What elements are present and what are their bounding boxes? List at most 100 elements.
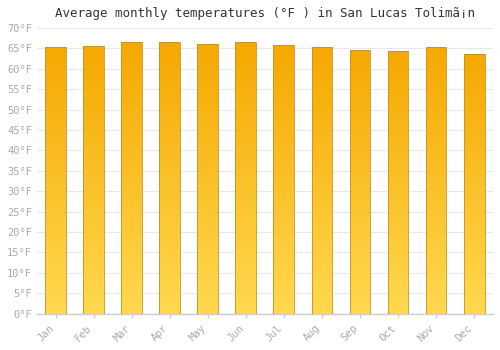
Bar bbox=[122, 246, 142, 249]
Bar bbox=[46, 131, 66, 134]
Bar bbox=[236, 107, 256, 110]
Bar bbox=[160, 205, 180, 209]
Bar bbox=[312, 310, 332, 314]
Bar bbox=[464, 141, 484, 145]
Bar bbox=[236, 232, 256, 236]
Bar bbox=[160, 158, 180, 161]
Bar bbox=[160, 164, 180, 168]
Bar bbox=[84, 160, 104, 163]
Bar bbox=[312, 64, 332, 67]
Bar bbox=[312, 154, 332, 157]
Bar bbox=[198, 196, 218, 199]
Bar bbox=[464, 145, 484, 148]
Bar bbox=[84, 110, 104, 113]
Bar bbox=[312, 187, 332, 190]
Bar bbox=[274, 257, 294, 260]
Bar bbox=[46, 50, 66, 54]
Bar bbox=[464, 304, 484, 307]
Bar bbox=[122, 283, 142, 287]
Bar bbox=[388, 199, 408, 202]
Bar bbox=[388, 228, 408, 232]
Bar bbox=[274, 99, 294, 102]
Bar bbox=[160, 270, 180, 273]
Bar bbox=[122, 110, 142, 113]
Bar bbox=[350, 202, 370, 205]
Bar bbox=[350, 195, 370, 198]
Bar bbox=[426, 64, 446, 67]
Bar bbox=[274, 193, 294, 196]
Bar bbox=[312, 80, 332, 84]
Bar bbox=[122, 270, 142, 273]
Bar bbox=[198, 270, 218, 273]
Bar bbox=[388, 301, 408, 304]
Bar bbox=[312, 184, 332, 187]
Bar bbox=[122, 86, 142, 90]
Bar bbox=[46, 74, 66, 77]
Bar bbox=[350, 166, 370, 169]
Bar bbox=[350, 228, 370, 231]
Bar bbox=[274, 96, 294, 99]
Bar bbox=[46, 264, 66, 267]
Bar bbox=[350, 93, 370, 96]
Bar bbox=[464, 181, 484, 184]
Bar bbox=[274, 166, 294, 169]
Bar bbox=[312, 111, 332, 114]
Bar bbox=[426, 111, 446, 114]
Bar bbox=[464, 174, 484, 177]
Bar bbox=[388, 87, 408, 90]
Bar bbox=[84, 270, 104, 274]
Bar bbox=[274, 55, 294, 58]
Bar bbox=[236, 100, 256, 103]
Bar bbox=[160, 229, 180, 232]
Bar bbox=[388, 307, 408, 310]
Bar bbox=[426, 260, 446, 264]
Bar bbox=[198, 94, 218, 98]
Bar bbox=[236, 215, 256, 219]
Bar bbox=[198, 128, 218, 131]
Bar bbox=[426, 47, 446, 50]
Bar bbox=[160, 110, 180, 113]
Bar bbox=[274, 243, 294, 246]
Bar bbox=[198, 253, 218, 256]
Bar bbox=[236, 124, 256, 127]
Bar bbox=[350, 76, 370, 80]
Bar bbox=[46, 107, 66, 111]
Bar bbox=[388, 222, 408, 225]
Bar bbox=[160, 147, 180, 151]
Bar bbox=[160, 59, 180, 63]
Bar bbox=[84, 153, 104, 157]
Bar bbox=[312, 120, 332, 124]
Bar bbox=[160, 191, 180, 195]
Bar bbox=[84, 106, 104, 110]
Bar bbox=[122, 107, 142, 110]
Bar bbox=[160, 283, 180, 287]
Bar bbox=[46, 47, 66, 50]
Bar bbox=[388, 117, 408, 120]
Bar bbox=[198, 141, 218, 145]
Bar bbox=[236, 219, 256, 222]
Bar bbox=[464, 154, 484, 158]
Bar bbox=[388, 143, 408, 146]
Bar bbox=[388, 215, 408, 218]
Bar bbox=[84, 56, 104, 60]
Bar bbox=[426, 267, 446, 271]
Bar bbox=[160, 280, 180, 283]
Bar bbox=[46, 220, 66, 224]
Bar bbox=[198, 118, 218, 121]
Bar bbox=[46, 307, 66, 310]
Bar bbox=[426, 174, 446, 177]
Bar bbox=[312, 147, 332, 150]
Bar bbox=[236, 276, 256, 280]
Bar bbox=[236, 110, 256, 113]
Bar bbox=[236, 42, 256, 314]
Bar bbox=[236, 151, 256, 154]
Bar bbox=[312, 131, 332, 134]
Bar bbox=[426, 244, 446, 247]
Bar bbox=[84, 267, 104, 270]
Bar bbox=[198, 182, 218, 186]
Bar bbox=[160, 202, 180, 205]
Bar bbox=[46, 244, 66, 247]
Bar bbox=[46, 61, 66, 64]
Bar bbox=[426, 104, 446, 107]
Bar bbox=[236, 86, 256, 90]
